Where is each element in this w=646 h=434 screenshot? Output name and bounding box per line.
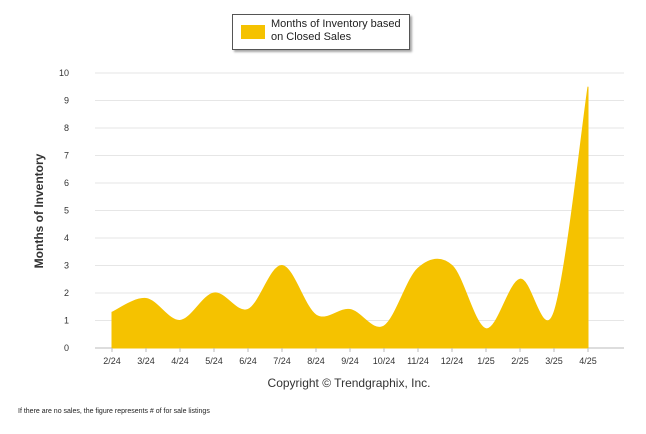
- y-tick-label: 10: [59, 68, 69, 78]
- y-tick-label: 1: [64, 316, 69, 326]
- y-tick-label: 9: [64, 96, 69, 106]
- y-tick-label: 6: [64, 178, 69, 188]
- x-tick-label: 11/24: [407, 356, 429, 366]
- y-tick-label: 5: [64, 206, 69, 216]
- x-tick-label: 9/24: [341, 356, 359, 366]
- y-tick-label: 7: [64, 151, 69, 161]
- legend-swatch: [241, 25, 265, 39]
- y-axis-label: Months of Inventory: [32, 153, 46, 268]
- x-tick-label: 3/24: [137, 356, 155, 366]
- series-area-path: [111, 86, 589, 349]
- x-tick-label: 12/24: [441, 356, 464, 366]
- y-tick-label: 2: [64, 288, 69, 298]
- legend: Months of Inventory based on Closed Sale…: [232, 14, 410, 50]
- x-tick-label: 3/25: [545, 356, 563, 366]
- x-tick-label: 7/24: [273, 356, 291, 366]
- x-tick-label: 1/25: [477, 356, 495, 366]
- y-axis-ticks: 0 1 2 3 4 5 6 7 8 9 10: [59, 68, 69, 353]
- x-tick-label: 4/25: [579, 356, 597, 366]
- footnote-text: If there are no sales, the figure repres…: [18, 408, 210, 415]
- grid-lines: [95, 72, 624, 349]
- x-tick-label: 2/24: [103, 356, 121, 366]
- x-tick-label: 10/24: [373, 356, 396, 366]
- y-tick-label: 3: [64, 261, 69, 271]
- x-tick-label: 2/25: [511, 356, 529, 366]
- legend-series-name: Months of Inventory based on Closed Sale…: [271, 18, 401, 43]
- y-tick-label: 4: [64, 233, 69, 243]
- x-tick-label: 6/24: [239, 356, 257, 366]
- x-tick-label: 4/24: [171, 356, 189, 366]
- x-tick-label: 5/24: [205, 356, 223, 366]
- copyright-text: Copyright © Trendgraphix, Inc.: [267, 376, 431, 390]
- y-tick-label: 0: [64, 343, 69, 353]
- series-area: [111, 86, 589, 349]
- x-tick-label: 8/24: [307, 356, 325, 366]
- y-tick-label: 8: [64, 123, 69, 133]
- x-axis-ticks: 2/24 3/24 4/24 5/24 6/24 7/24 8/24 9/24 10/24 11/…: [103, 348, 597, 366]
